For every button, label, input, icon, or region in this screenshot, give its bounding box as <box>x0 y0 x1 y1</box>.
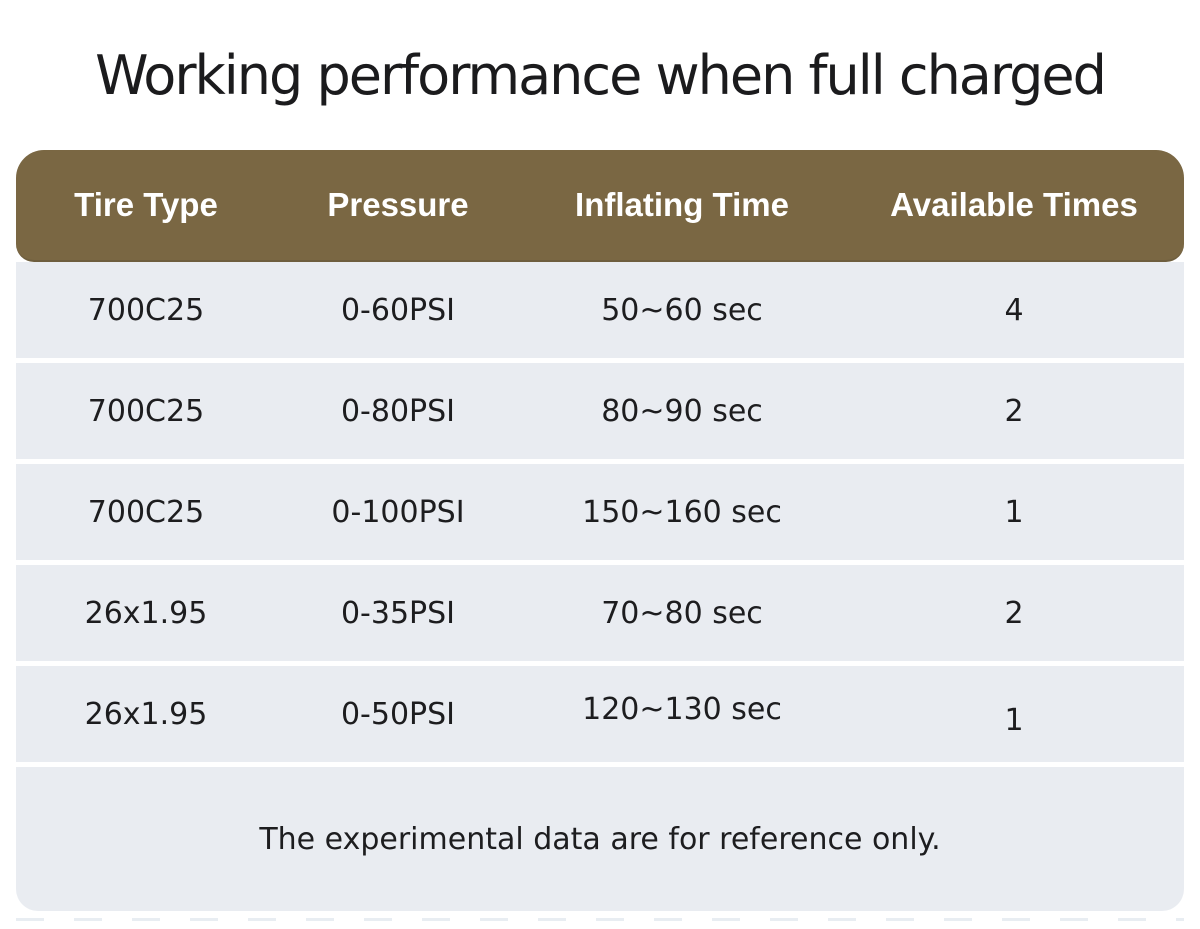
cell-tire-type: 700C25 <box>87 494 205 530</box>
column-header-pressure: Pressure <box>327 186 469 223</box>
cell-tire-type: 26x1.95 <box>84 595 208 631</box>
cell-available-times: 4 <box>1004 292 1024 328</box>
table-row: 700C25 0-80PSI 80~90 sec 2 <box>16 363 1184 459</box>
cell-inflating-time: 150~160 sec <box>582 494 782 530</box>
dashed-divider <box>16 918 1184 921</box>
cell-pressure: 0-35PSI <box>340 595 456 631</box>
cell-inflating-time: 70~80 sec <box>601 595 763 631</box>
table-row: 26x1.95 0-35PSI 70~80 sec 2 <box>16 565 1184 661</box>
cell-inflating-time: 50~60 sec <box>601 292 763 328</box>
table-row: 26x1.95 0-50PSI 120~130 sec 1 <box>16 666 1184 762</box>
table-row: 700C25 0-60PSI 50~60 sec 4 <box>16 262 1184 358</box>
column-header-tire-type: Tire Type <box>74 186 218 223</box>
cell-tire-type: 700C25 <box>87 292 205 328</box>
note-panel: The experimental data are for reference … <box>16 767 1184 911</box>
column-header-available-times: Available Times <box>890 186 1138 223</box>
cell-available-times: 1 <box>1004 702 1024 738</box>
cell-available-times: 2 <box>1004 595 1024 631</box>
column-header-inflating-time: Inflating Time <box>575 186 789 223</box>
page-title: Working performance when full charged <box>95 44 1107 107</box>
table-row: 700C25 0-100PSI 150~160 sec 1 <box>16 464 1184 560</box>
cell-available-times: 2 <box>1004 393 1024 429</box>
note-text: The experimental data are for reference … <box>259 821 941 857</box>
cell-tire-type: 700C25 <box>87 393 205 429</box>
cell-pressure: 0-80PSI <box>340 393 456 429</box>
cell-pressure: 0-100PSI <box>331 494 465 530</box>
performance-table: Tire Type Pressure Inflating Time Availa… <box>16 150 1184 911</box>
cell-tire-type: 26x1.95 <box>84 696 208 732</box>
cell-pressure: 0-50PSI <box>340 696 456 732</box>
cell-available-times: 1 <box>1004 494 1024 530</box>
cell-pressure: 0-60PSI <box>340 292 456 328</box>
table-header-row: Tire Type Pressure Inflating Time Availa… <box>16 150 1184 262</box>
cell-inflating-time: 120~130 sec <box>582 691 782 727</box>
cell-inflating-time: 80~90 sec <box>601 393 763 429</box>
